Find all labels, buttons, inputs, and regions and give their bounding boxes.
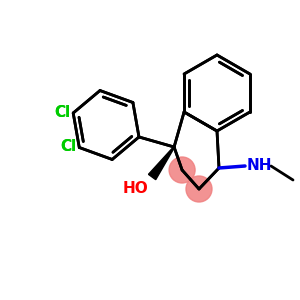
Text: HO: HO: [122, 181, 148, 196]
Text: Cl: Cl: [60, 139, 76, 154]
Text: Cl: Cl: [54, 104, 70, 119]
Circle shape: [169, 157, 195, 183]
Text: NH: NH: [247, 158, 272, 173]
Text: Cl: Cl: [54, 104, 70, 119]
Circle shape: [186, 176, 212, 202]
Polygon shape: [148, 147, 175, 180]
Text: Cl: Cl: [60, 139, 76, 154]
